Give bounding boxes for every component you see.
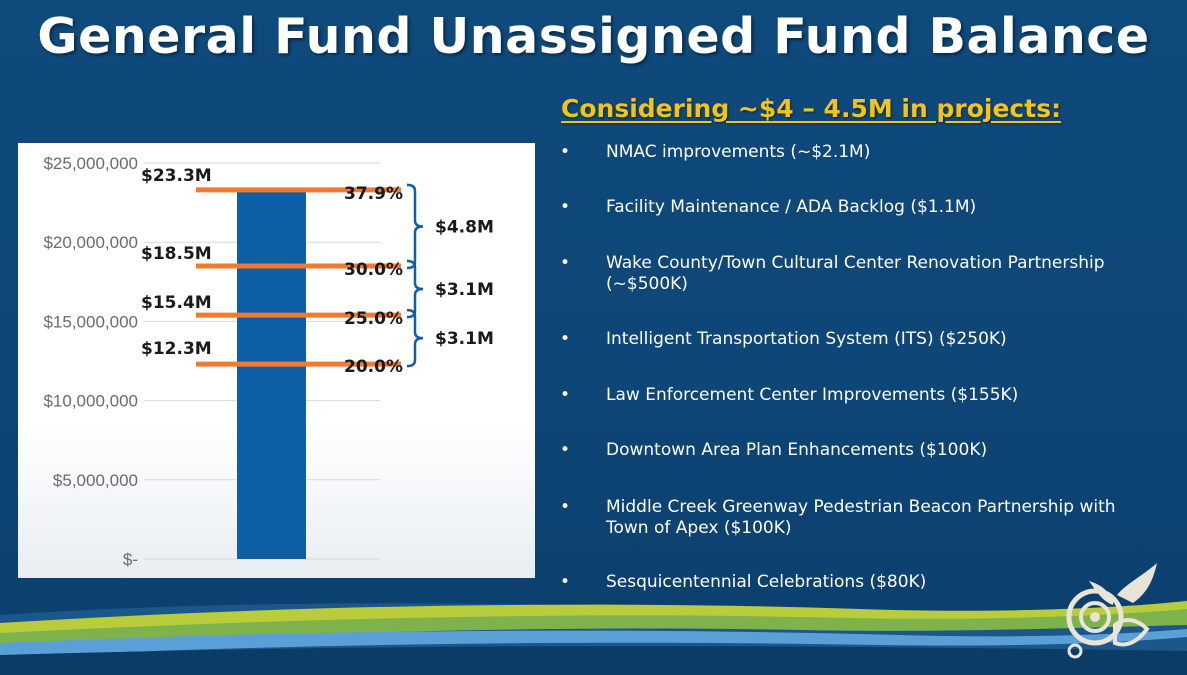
level-label: $15.4M <box>141 293 212 313</box>
y-tick-label: $5,000,000 <box>53 471 138 490</box>
bullet: • <box>560 142 571 162</box>
y-tick-label: $25,000,000 <box>43 154 138 173</box>
percent-label: 30.0% <box>344 260 403 280</box>
y-tick-label: $20,000,000 <box>43 233 138 252</box>
percent-label: 37.9% <box>344 184 403 204</box>
bullet: • <box>560 572 571 592</box>
projects-heading: Considering ~$4 – 4.5M in projects: <box>561 94 1062 123</box>
percent-label: 20.0% <box>344 357 403 377</box>
holly-logo-icon <box>1066 563 1157 659</box>
decorative-waves <box>0 600 1187 675</box>
bullet: • <box>560 253 571 273</box>
chart-panel: $25,000,000 $20,000,000 $15,000,000 $10,000… <box>18 143 535 578</box>
y-tick-label: $- <box>123 550 138 569</box>
y-tick-label: $15,000,000 <box>43 312 138 331</box>
project-text: Wake County/Town Cultural Center Renovat… <box>606 253 1105 294</box>
project-text: Facility Maintenance / ADA Backlog ($1.1… <box>606 197 977 217</box>
bracket-label: $3.1M <box>435 329 494 349</box>
bullet: • <box>560 497 571 517</box>
bracket <box>406 259 424 319</box>
bullet: • <box>560 329 571 349</box>
project-text: Downtown Area Plan Enhancements ($100K) <box>606 440 988 460</box>
fund-balance-chart: $25,000,000 $20,000,000 $15,000,000 $10,000… <box>43 154 494 569</box>
page-title: General Fund Unassigned Fund Balance <box>37 8 1150 65</box>
bullet: • <box>560 385 571 405</box>
project-text: Middle Creek Greenway Pedestrian Beacon … <box>606 497 1116 538</box>
level-label: $18.5M <box>141 244 212 264</box>
bracket-label: $4.8M <box>435 217 494 237</box>
project-text: NMAC improvements (~$2.1M) <box>606 142 871 162</box>
bullet: • <box>560 197 571 217</box>
project-text: Sesquicentennial Celebrations ($80K) <box>606 572 927 592</box>
bracket <box>406 183 424 270</box>
bracket-label: $3.1M <box>435 280 494 300</box>
project-text: Law Enforcement Center Improvements ($15… <box>606 385 1019 405</box>
level-label: $12.3M <box>141 339 212 359</box>
project-text: Intelligent Transportation System (ITS) … <box>606 329 1007 349</box>
level-label: $23.3M <box>141 166 212 186</box>
bar <box>237 189 306 559</box>
percent-label: 25.0% <box>344 309 403 329</box>
y-tick-label: $10,000,000 <box>43 392 138 411</box>
bracket <box>406 308 424 368</box>
bullet: • <box>560 440 571 460</box>
